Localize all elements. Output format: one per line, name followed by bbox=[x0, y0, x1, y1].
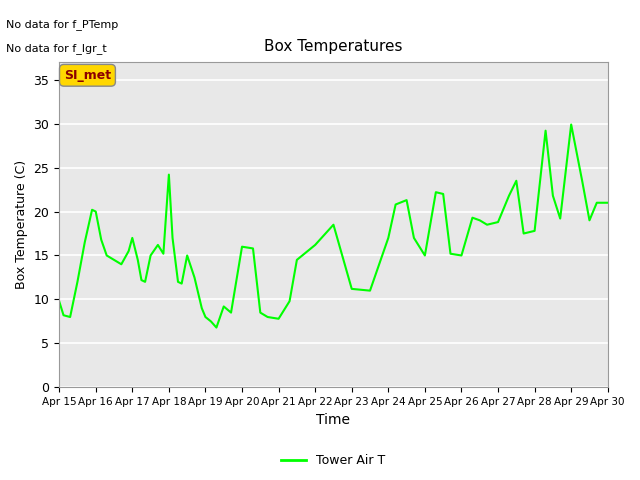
Y-axis label: Box Temperature (C): Box Temperature (C) bbox=[15, 160, 28, 289]
X-axis label: Time: Time bbox=[316, 413, 351, 427]
Text: No data for f_PTemp: No data for f_PTemp bbox=[6, 19, 118, 30]
Text: SI_met: SI_met bbox=[64, 69, 111, 82]
Title: Box Temperatures: Box Temperatures bbox=[264, 39, 403, 54]
Legend: Tower Air T: Tower Air T bbox=[276, 449, 390, 472]
Text: No data for f_lgr_t: No data for f_lgr_t bbox=[6, 43, 107, 54]
